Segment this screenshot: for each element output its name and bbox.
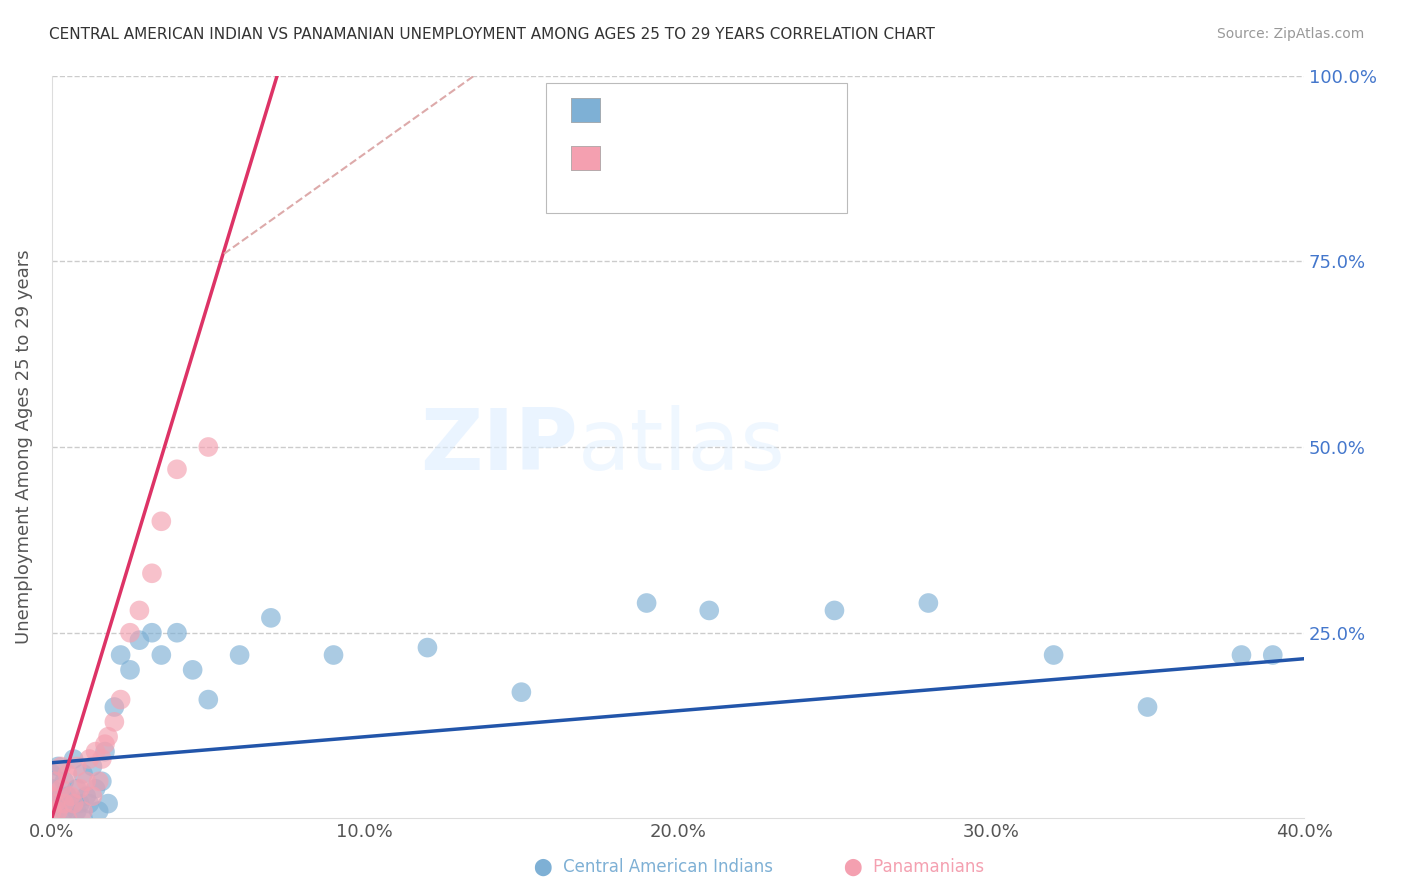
Point — [41, 767, 63, 781]
Point — [197, 440, 219, 454]
Y-axis label: Unemployment Among Ages 25 to 29 years: Unemployment Among Ages 25 to 29 years — [15, 250, 32, 644]
Point — [56, 767, 79, 781]
Point — [79, 752, 101, 766]
Point — [44, 797, 66, 811]
Point — [46, 759, 69, 773]
Point — [197, 692, 219, 706]
Point — [46, 804, 69, 818]
Point — [166, 625, 188, 640]
Text: ⬤  Central American Indians: ⬤ Central American Indians — [534, 858, 773, 876]
Point — [66, 781, 89, 796]
Point — [53, 797, 76, 811]
Point — [87, 774, 110, 789]
Point — [917, 596, 939, 610]
Text: CENTRAL AMERICAN INDIAN VS PANAMANIAN UNEMPLOYMENT AMONG AGES 25 TO 29 YEARS COR: CENTRAL AMERICAN INDIAN VS PANAMANIAN UN… — [49, 27, 935, 42]
Point — [1261, 648, 1284, 662]
Point — [49, 789, 72, 804]
Point — [82, 789, 104, 804]
Point — [87, 804, 110, 818]
Point — [44, 774, 66, 789]
Point — [110, 692, 132, 706]
Point — [53, 804, 76, 818]
Point — [110, 648, 132, 662]
Point — [41, 797, 63, 811]
Point — [1136, 700, 1159, 714]
Point — [94, 745, 117, 759]
Point — [150, 648, 173, 662]
Point — [823, 603, 845, 617]
Point — [128, 633, 150, 648]
Point — [75, 774, 97, 789]
Point — [94, 737, 117, 751]
Point — [66, 759, 89, 773]
Point — [41, 789, 63, 804]
Point — [69, 797, 91, 811]
Text: ZIP: ZIP — [420, 406, 578, 489]
Point — [79, 797, 101, 811]
Point — [510, 685, 533, 699]
Point — [56, 812, 79, 826]
Point — [75, 789, 97, 804]
Text: ⬤  Panamanians: ⬤ Panamanians — [844, 858, 984, 876]
Point — [416, 640, 439, 655]
Point — [1230, 648, 1253, 662]
Point — [41, 804, 63, 818]
Point — [56, 812, 79, 826]
Point — [84, 781, 107, 796]
Point — [69, 781, 91, 796]
Point — [636, 596, 658, 610]
Point — [166, 462, 188, 476]
Point — [181, 663, 204, 677]
Point — [141, 566, 163, 581]
Point — [53, 774, 76, 789]
Point — [128, 603, 150, 617]
Point — [59, 797, 82, 811]
Point — [90, 774, 112, 789]
Point — [103, 714, 125, 729]
Point — [141, 625, 163, 640]
Text: 0.841: 0.841 — [654, 148, 710, 166]
FancyBboxPatch shape — [547, 83, 846, 213]
Point — [41, 781, 63, 796]
Point — [260, 611, 283, 625]
Text: Source: ZipAtlas.com: Source: ZipAtlas.com — [1216, 27, 1364, 41]
Point — [697, 603, 720, 617]
Point — [228, 648, 250, 662]
Text: 48: 48 — [785, 100, 810, 118]
Text: 31: 31 — [785, 148, 810, 166]
Point — [72, 812, 94, 826]
Point — [84, 745, 107, 759]
Point — [118, 663, 141, 677]
Text: atlas: atlas — [578, 406, 786, 489]
Point — [97, 730, 120, 744]
Point — [1042, 648, 1064, 662]
Point — [49, 759, 72, 773]
Point — [49, 781, 72, 796]
Point — [72, 767, 94, 781]
Point — [62, 752, 84, 766]
Point — [66, 804, 89, 818]
Point — [82, 759, 104, 773]
Text: N =: N = — [716, 100, 768, 118]
Point — [150, 514, 173, 528]
FancyBboxPatch shape — [571, 146, 599, 169]
FancyBboxPatch shape — [571, 98, 599, 121]
Point — [72, 804, 94, 818]
Text: 0.186: 0.186 — [654, 100, 710, 118]
Point — [118, 625, 141, 640]
Text: R =: R = — [603, 100, 643, 118]
Point — [59, 789, 82, 804]
Point — [44, 804, 66, 818]
Text: N =: N = — [716, 148, 768, 166]
Point — [90, 752, 112, 766]
Point — [62, 797, 84, 811]
Point — [97, 797, 120, 811]
Point — [46, 797, 69, 811]
Point — [56, 789, 79, 804]
Point — [322, 648, 344, 662]
Text: R =: R = — [603, 148, 643, 166]
Point — [103, 700, 125, 714]
